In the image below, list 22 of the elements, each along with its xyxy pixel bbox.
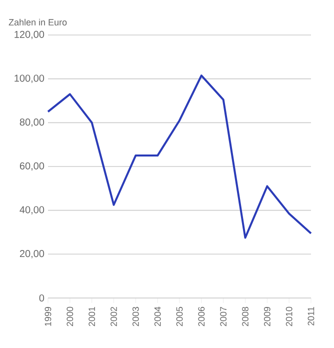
y-axis-title: Zahlen in Euro [8, 18, 67, 26]
line-series [47, 74, 312, 239]
y-tick-label: 0 [39, 294, 44, 302]
x-tick-label: 2011 [308, 306, 314, 326]
y-tick-label: 60,00 [20, 162, 44, 171]
x-tick-label: 2010 [286, 306, 292, 326]
x-tick-label: 2009 [264, 306, 270, 326]
y-tick-label: 80,00 [20, 118, 44, 127]
y-tick-label: 120,00 [14, 30, 44, 40]
y-tick-label: 100,00 [14, 74, 44, 83]
y-tick-label: 20,00 [20, 250, 44, 258]
x-tick-label: 2006 [198, 306, 205, 326]
x-tick-label: 2002 [110, 306, 117, 326]
x-tick-label: 1999 [44, 306, 52, 326]
x-tick-label: 2001 [88, 306, 96, 326]
x-tick-label: 2005 [176, 306, 183, 326]
x-tick-label: 2007 [220, 306, 227, 326]
x-tick-label: 2000 [66, 306, 74, 326]
x-tick-label: 2008 [242, 306, 248, 326]
x-tick-label: 2003 [132, 306, 139, 326]
y-tick-label: 40,00 [20, 206, 44, 214]
x-tick-label: 2004 [154, 306, 161, 326]
